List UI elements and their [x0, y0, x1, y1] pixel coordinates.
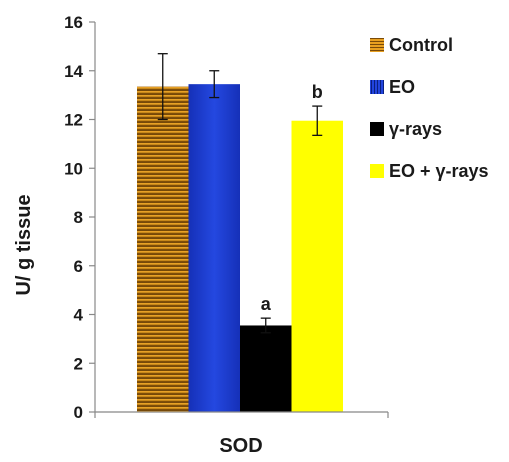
- legend-label: EO: [389, 77, 415, 97]
- y-tick-label: 10: [64, 159, 83, 178]
- x-axis-label: SOD: [219, 435, 262, 457]
- bar-eo-rays: [291, 120, 343, 412]
- y-tick-label: 2: [74, 354, 83, 373]
- significance-label: a: [261, 294, 272, 314]
- bar-eo: [188, 84, 240, 412]
- y-tick-label: 0: [74, 403, 83, 422]
- bars: ab: [137, 53, 343, 412]
- legend: Control EO γ-rays EO + γ-rays: [370, 35, 489, 181]
- y-tick-label: 6: [74, 257, 83, 276]
- y-tick-label: 16: [64, 13, 83, 32]
- significance-label: b: [312, 82, 323, 102]
- y-tick-label: 12: [64, 111, 83, 130]
- y-tick-label: 4: [74, 306, 84, 325]
- legend-label: γ-rays: [389, 119, 442, 139]
- legend-swatch: [370, 122, 384, 136]
- legend-label: Control: [389, 35, 453, 55]
- y-axis: 0 2 4 6 8 10 12 14 16: [64, 13, 96, 422]
- legend-swatch: [370, 80, 384, 94]
- y-axis-label: U/ g tissue: [13, 194, 35, 295]
- legend-swatch: [370, 38, 384, 52]
- y-tick-label: 14: [64, 62, 83, 81]
- bar-rays: [240, 325, 292, 412]
- x-axis: [94, 411, 389, 418]
- bar-control: [137, 86, 189, 412]
- legend-label: EO + γ-rays: [389, 161, 489, 181]
- y-tick-label: 8: [74, 208, 83, 227]
- legend-swatch: [370, 164, 384, 178]
